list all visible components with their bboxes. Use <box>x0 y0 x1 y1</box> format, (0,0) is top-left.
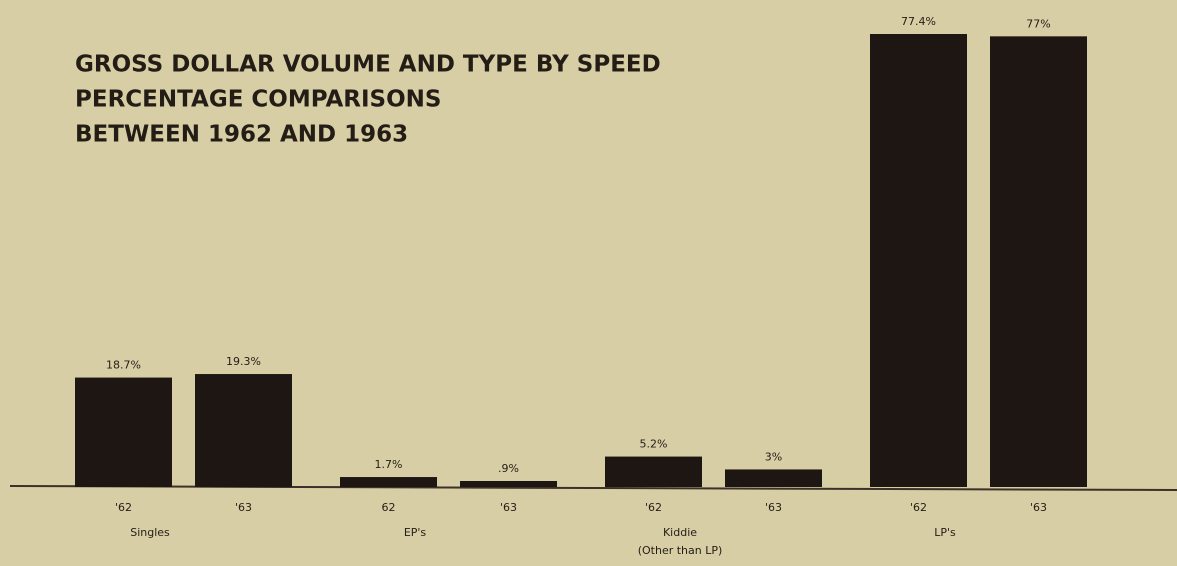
x-tick-label: '63 <box>1030 501 1047 514</box>
group-label: Kiddie <box>663 526 697 539</box>
value-label: 3% <box>765 450 782 463</box>
group-label: LP's <box>934 526 956 539</box>
x-tick-label: 62 <box>382 501 396 514</box>
group-label: EP's <box>404 526 427 539</box>
bar <box>195 374 292 487</box>
x-tick-label: '62 <box>910 501 927 514</box>
x-tick-label: '63 <box>235 501 252 514</box>
value-label: 18.7% <box>106 359 141 372</box>
bar <box>75 377 172 487</box>
x-tick-label: '62 <box>115 501 132 514</box>
bar <box>725 469 822 487</box>
group-label: Singles <box>130 526 170 539</box>
value-label: 1.7% <box>375 458 403 471</box>
value-label: 19.3% <box>226 355 261 368</box>
value-label: 5.2% <box>640 438 668 451</box>
x-tick-label: '63 <box>500 501 517 514</box>
x-tick-label: '63 <box>765 501 782 514</box>
bar <box>990 36 1087 487</box>
value-label: 77% <box>1026 17 1050 30</box>
value-label: .9% <box>498 462 519 475</box>
chart-title: GROSS DOLLAR VOLUME AND TYPE BY SPEED <box>75 52 661 78</box>
group-note: (Other than LP) <box>638 544 723 557</box>
bar <box>870 34 967 487</box>
bar <box>605 456 702 487</box>
bar <box>340 477 437 487</box>
chart-title: BETWEEN 1962 AND 1963 <box>75 122 408 148</box>
x-tick-label: '62 <box>645 501 662 514</box>
chart-title: PERCENTAGE COMPARISONS <box>75 87 441 113</box>
value-label: 77.4% <box>901 15 936 28</box>
bar <box>460 481 557 487</box>
